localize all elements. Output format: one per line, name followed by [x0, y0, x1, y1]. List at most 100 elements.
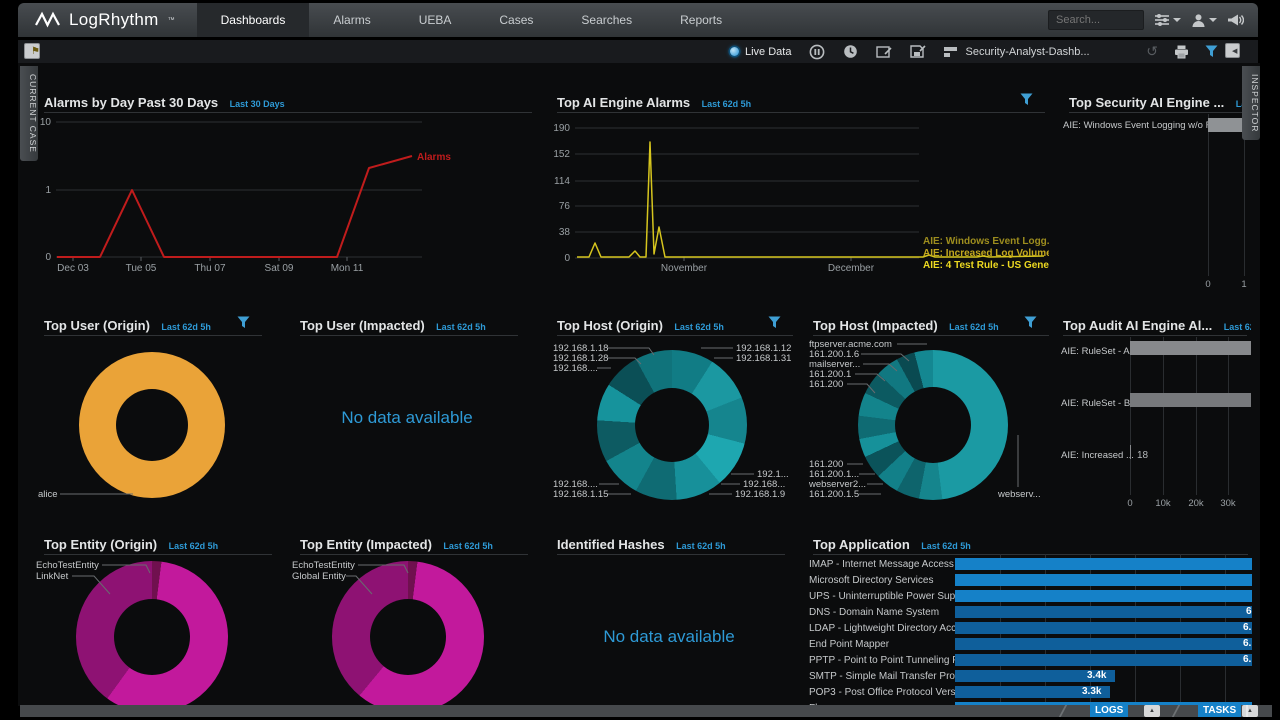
current-case-tab[interactable]: CURRENT CASE — [20, 66, 38, 161]
gridline — [1163, 337, 1164, 495]
top_entity_origin-donut[interactable] — [76, 561, 228, 705]
undo-icon[interactable]: ↺ — [1146, 43, 1158, 60]
inspector-tab[interactable]: INSPECTOR — [1242, 66, 1260, 141]
logs-dock-tab[interactable]: LOGS — [1090, 705, 1129, 717]
top_ai_engine_alarms-svg: 190 152 114 76 38 0 November December AIE: Windo… — [553, 123, 1049, 274]
gridline — [1196, 337, 1197, 495]
widget-top-user-impacted: Top User (Impacted) Last 62d 5h No data … — [292, 313, 522, 520]
widget-header: Top Host (Origin) Last 62d 5h — [557, 317, 793, 336]
user-icon — [1192, 13, 1205, 27]
data-series-line — [57, 155, 413, 258]
bar[interactable] — [955, 686, 1110, 698]
bar[interactable] — [1130, 341, 1251, 355]
filter-icon[interactable] — [1205, 45, 1218, 58]
donut-slice-label: ftpserver.acme.com — [809, 339, 892, 350]
top_host_impacted-donut[interactable] — [858, 350, 1008, 500]
widget-filter-icon[interactable] — [1020, 93, 1033, 106]
x-axis-tick: November — [661, 263, 708, 274]
widget-time-range: Last 30 Days — [229, 99, 285, 109]
notifications-button[interactable] — [1227, 13, 1244, 27]
nav-item-ueba[interactable]: UEBA — [418, 13, 452, 27]
bar-value: 6. — [1243, 622, 1252, 633]
tasks-dock-tab[interactable]: TASKS — [1198, 705, 1242, 717]
bar[interactable] — [955, 670, 1115, 682]
nav-item-reports[interactable]: Reports — [680, 13, 723, 27]
logs-expand-button[interactable]: ▲ — [1144, 705, 1160, 717]
donut-slice-label: 192.168.1.18 — [553, 343, 609, 354]
search-input[interactable] — [1048, 10, 1144, 30]
nav-right — [1048, 10, 1258, 30]
y-axis-tick: 76 — [559, 201, 571, 212]
widget-filter-icon[interactable] — [1024, 316, 1037, 329]
bar[interactable] — [955, 574, 1252, 586]
bottom-dock-bar: LOGS ▲ TASKS ▲ — [20, 705, 1272, 717]
filters-menu-button[interactable] — [1154, 13, 1181, 27]
widget-header: Top User (Impacted) Last 62d 5h — [300, 317, 518, 336]
widget-filter-icon[interactable] — [768, 316, 781, 329]
nav-item-searches[interactable]: Searches — [581, 13, 633, 27]
widget-filter-icon[interactable] — [237, 316, 250, 329]
donut-slice-label: 161.200.1 — [809, 369, 852, 380]
nav-item-alarms[interactable]: Alarms — [333, 13, 371, 27]
donut-slice-label: mailserver... — [809, 359, 861, 370]
widget-title: Top Audit AI Engine Al... — [1063, 318, 1213, 333]
bar-label: UPS - Uninterruptible Power Supply — [809, 591, 968, 602]
donut-slice-label: webserv... — [998, 489, 1041, 500]
y-axis-tick: 38 — [559, 227, 571, 238]
top-host-origin-donut-chart: 192.168.1.18 192.168.1.28 192.168.... 192.1… — [549, 313, 797, 520]
donut-slice-label: 161.200 — [809, 379, 844, 390]
alarms-by-day-line-chart: 10 1 0 Dec 03 Tue 05 Thu 07 Sat 09 Mon 11 Alarms — [36, 90, 536, 302]
top-audit-ai-engine-bar-chart: 0 10k 20k 30k AIE: RuleSet - A AIE: RuleSet -… — [1055, 313, 1251, 513]
collapse-inspector-button[interactable]: ◀ — [1225, 43, 1240, 58]
time-range-icon[interactable] — [843, 44, 858, 59]
bar[interactable] — [955, 638, 1252, 650]
donut-slice-label: 192.168.1.12 — [736, 343, 792, 354]
widget-title: Identified Hashes — [557, 537, 665, 552]
bar-value: 6. — [1243, 638, 1252, 649]
bar[interactable] — [955, 622, 1252, 634]
current-case-flag-button[interactable]: ⚑ — [24, 43, 40, 59]
x-axis-tick: Thu 07 — [194, 263, 226, 274]
top_entity_impacted-donut[interactable] — [332, 561, 484, 705]
dashboard-selector[interactable]: Security-Analyst-Dashb... — [944, 46, 1090, 58]
brand-trademark: ™ — [167, 17, 175, 24]
print-icon[interactable] — [1174, 45, 1189, 59]
widget-title: Top AI Engine Alarms — [557, 95, 691, 110]
widget-top-user-origin: Top User (Origin) Last 62d 5h alice — [36, 313, 266, 520]
widget-time-range: Last 62d 5h — [168, 541, 219, 551]
bar[interactable] — [955, 654, 1252, 666]
bar[interactable] — [955, 702, 1252, 705]
pause-icon[interactable] — [809, 44, 825, 60]
nav-item-dashboards[interactable]: Dashboards — [196, 3, 310, 37]
alarms_by_day-plot: 10 1 0 Dec 03 Tue 05 Thu 07 Sat 09 Mon 11 Alarms — [36, 115, 536, 295]
y-axis-tick: 0 — [564, 253, 570, 264]
toolbar-controls: Live Data — [730, 40, 1090, 63]
edit-widget-icon[interactable] — [876, 45, 893, 59]
live-data-toggle[interactable]: Live Data — [730, 46, 791, 58]
bar[interactable] — [955, 606, 1252, 618]
bar[interactable] — [1130, 393, 1251, 407]
widget-title: Top Application — [813, 537, 910, 552]
top-ai-engine-alarms-line-chart: 190 152 114 76 38 0 November December AIE: Windo… — [549, 90, 1049, 302]
sliders-icon — [1155, 14, 1169, 26]
bar-label: AIE: RuleSet - A — [1061, 346, 1130, 357]
nav-item-cases[interactable]: Cases — [499, 13, 534, 27]
bar[interactable] — [1130, 445, 1131, 459]
save-dashboard-icon[interactable] — [910, 44, 927, 59]
top_host_origin-donut[interactable] — [597, 350, 747, 500]
no-data-message: No data available — [603, 627, 735, 646]
tasks-expand-button[interactable]: ▲ — [1242, 705, 1258, 717]
widget-header: Top User (Origin) Last 62d 5h — [44, 317, 262, 336]
top_user_origin-donut[interactable] — [79, 352, 225, 498]
y-axis-tick: 190 — [553, 123, 570, 134]
user-menu-button[interactable] — [1191, 13, 1217, 28]
widget-time-range: Last 62d 5h — [436, 322, 486, 332]
bar-label: AIE: Windows Event Logging w/o Res... — [1063, 120, 1231, 131]
bar[interactable] — [1208, 118, 1251, 132]
widget-header: Alarms by Day Past 30 Days Last 30 Days — [44, 94, 532, 113]
brand: LogRhythm ™ — [18, 10, 197, 30]
bar[interactable] — [955, 558, 1252, 570]
donut-slice-label: 161.200.1.6 — [809, 349, 860, 360]
legend-item: AIE: 4 Test Rule - US Gene... — [923, 260, 1049, 271]
bar[interactable] — [955, 590, 1252, 602]
